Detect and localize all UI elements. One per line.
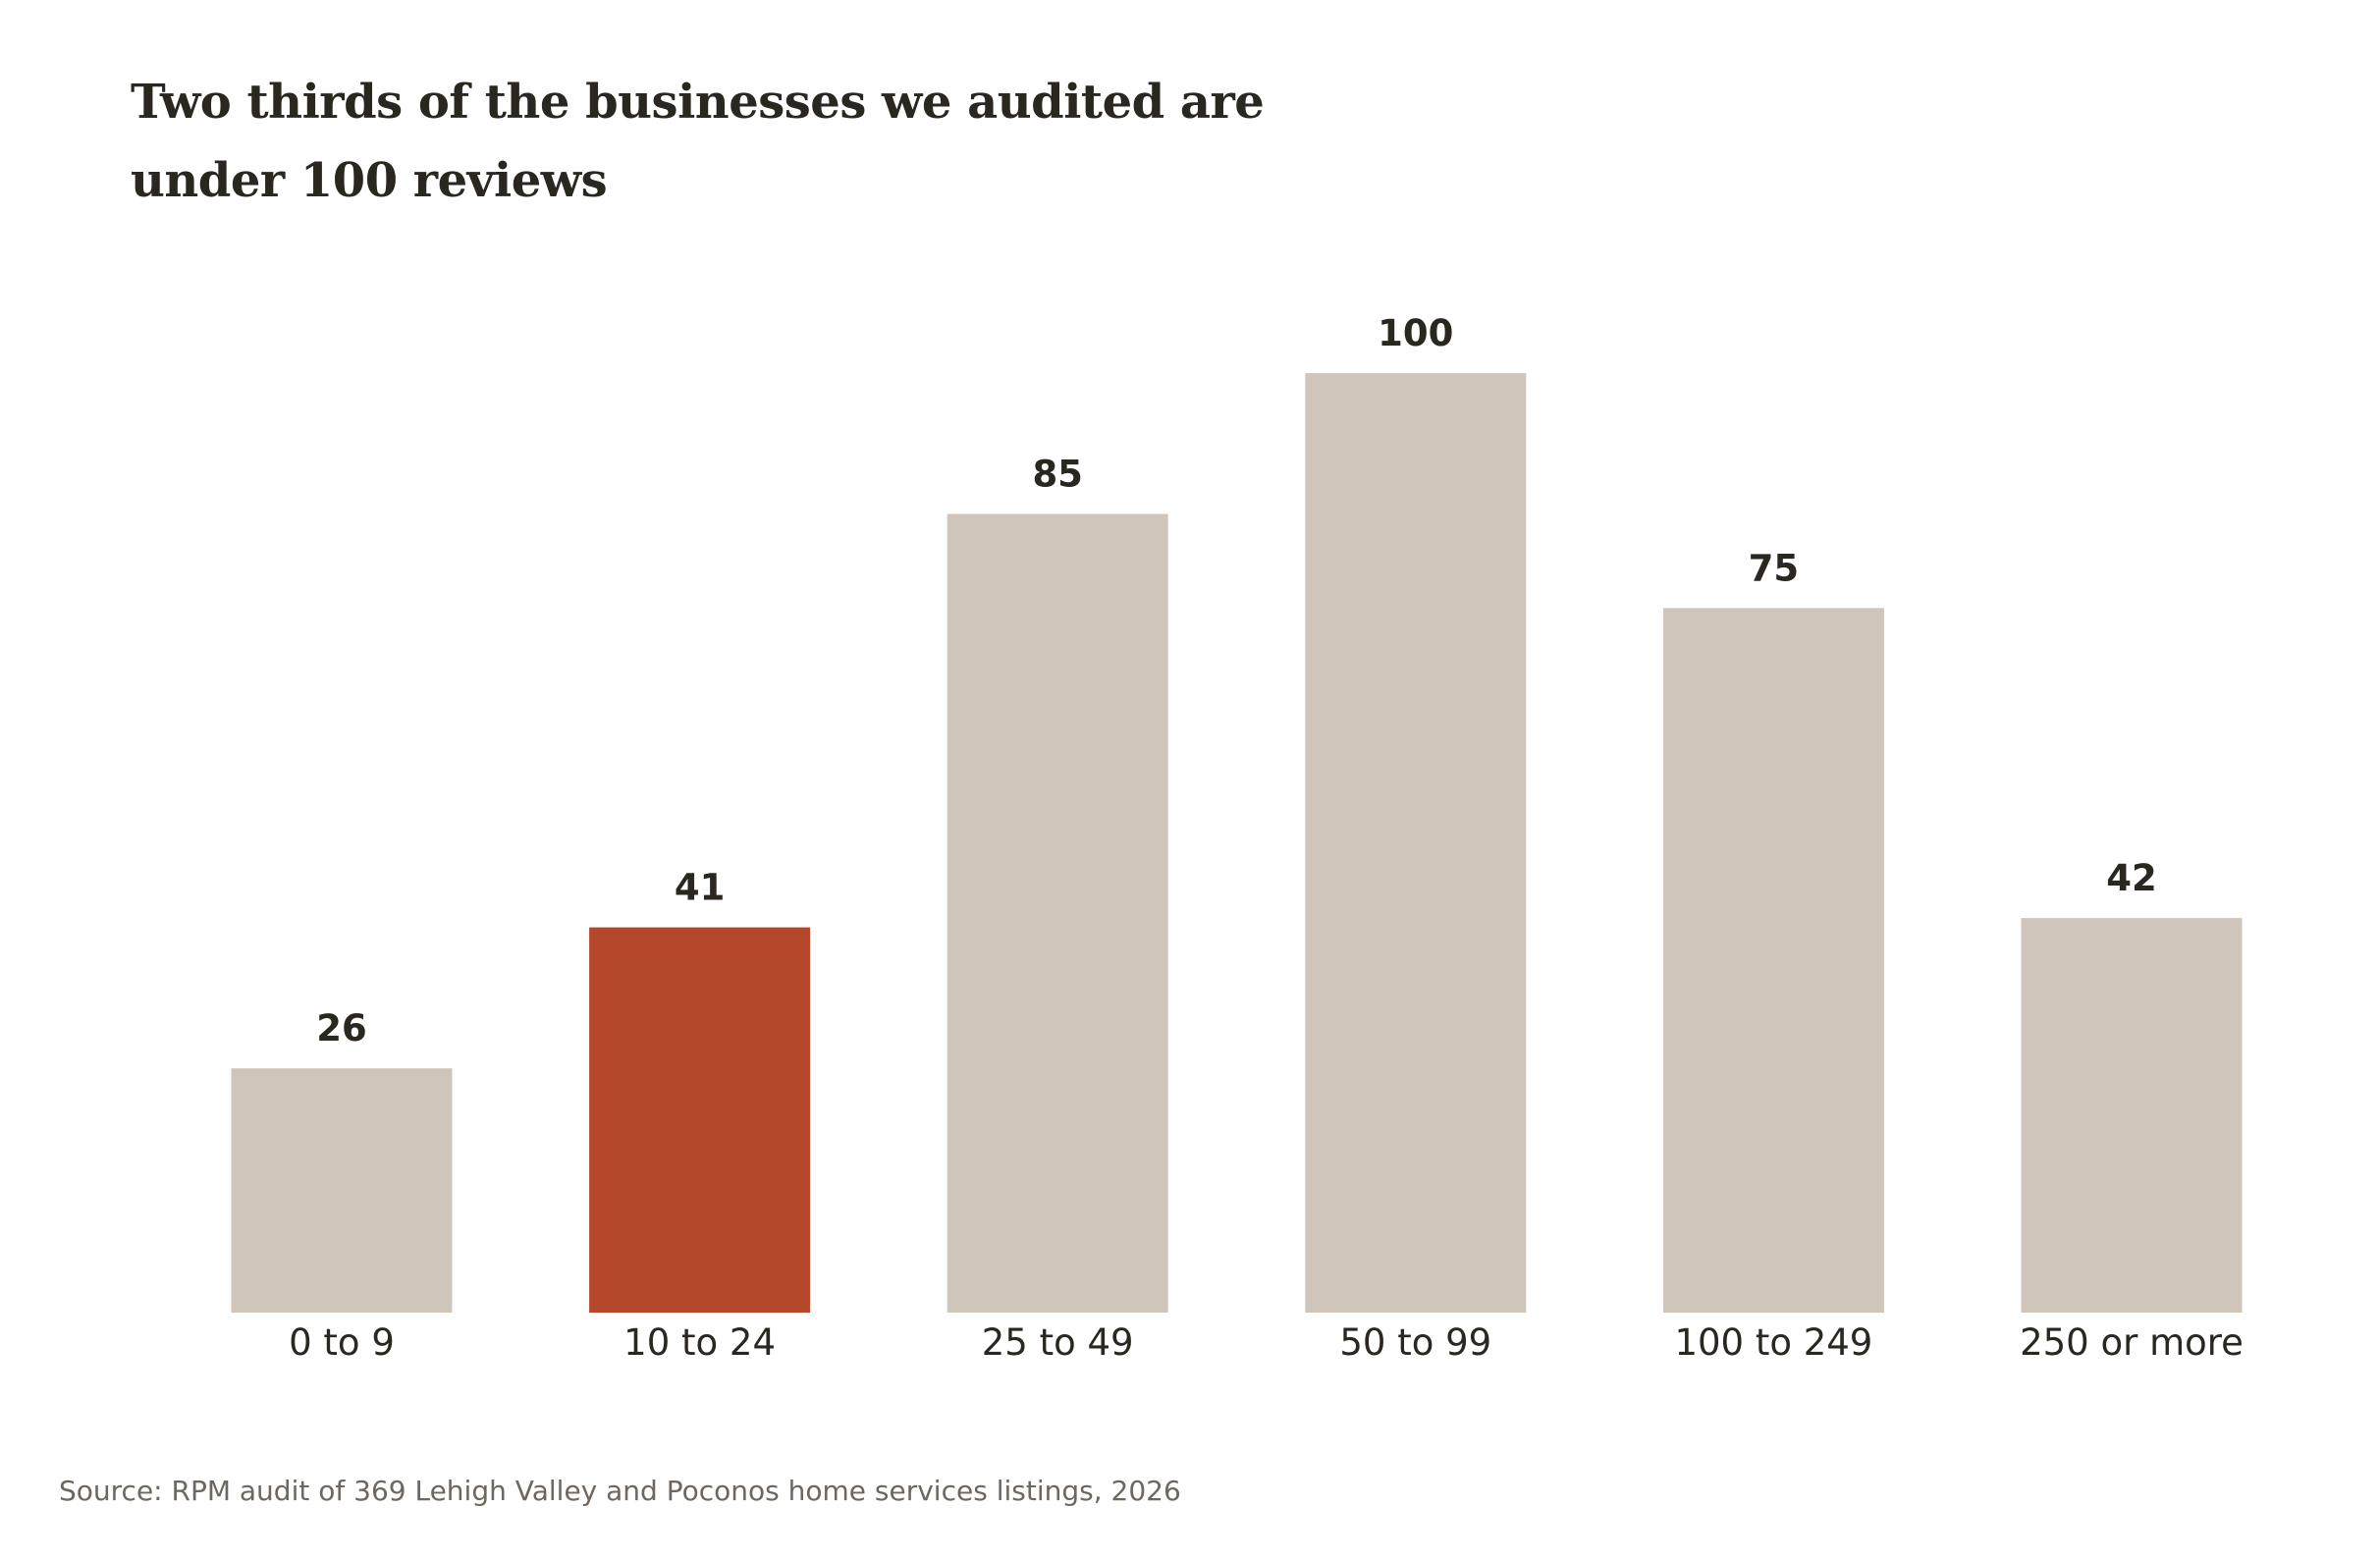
category-label: 100 to 249 — [1674, 1321, 1872, 1364]
chart-title: Two thirds of the businesses we audited … — [131, 75, 1265, 208]
value-label: 75 — [1749, 547, 1800, 589]
value-label: 85 — [1032, 454, 1083, 496]
category-label: 250 or more — [2020, 1321, 2244, 1364]
category-label: 10 to 24 — [623, 1321, 776, 1364]
category-label: 25 to 49 — [982, 1321, 1134, 1364]
category-label: 50 to 99 — [1339, 1321, 1491, 1364]
bar-25-to-49 — [947, 513, 1168, 1313]
source-note: Source: RPM audit of 369 Lehigh Valley a… — [59, 1475, 1181, 1507]
bar-0-to-9 — [231, 1068, 453, 1313]
bar-10-to-24 — [589, 927, 811, 1313]
category-labels-group: 0 to 9 10 to 24 25 to 49 50 to 99 100 to 249… — [289, 1321, 2244, 1364]
value-label: 41 — [675, 867, 726, 909]
value-label: 100 — [1378, 312, 1453, 354]
bar-100-to-249 — [1662, 608, 1884, 1314]
bar-50-to-99 — [1305, 373, 1527, 1313]
category-label: 0 to 9 — [289, 1321, 395, 1364]
value-labels-group: 26 41 85 100 75 42 — [316, 312, 2157, 1050]
bar-250-or-more — [2021, 918, 2243, 1313]
value-label: 26 — [316, 1007, 367, 1050]
value-label: 42 — [2106, 857, 2157, 899]
bars-group — [231, 373, 2243, 1314]
